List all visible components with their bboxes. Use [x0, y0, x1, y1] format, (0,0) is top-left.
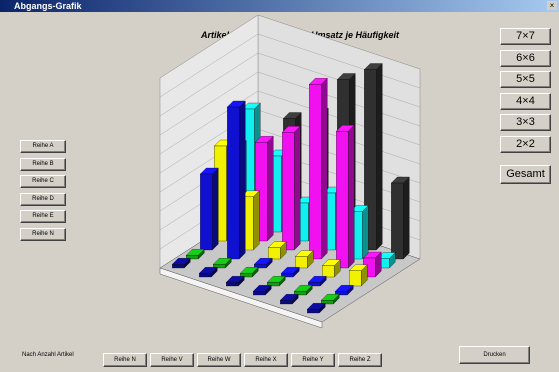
bar: [213, 264, 226, 269]
bar: [295, 256, 308, 269]
size-button[interactable]: 5×5: [500, 71, 551, 88]
footnote: Nach Anzahl Artikel: [22, 352, 74, 358]
bar: [253, 291, 266, 296]
bar: [307, 309, 320, 314]
total-button[interactable]: Gesamt: [500, 165, 551, 184]
size-button[interactable]: 6×6: [500, 49, 551, 67]
bar: [335, 291, 348, 296]
bar-side: [267, 135, 274, 242]
bar: [267, 282, 280, 287]
bar-side: [253, 190, 260, 251]
bar: [308, 282, 321, 287]
column-button[interactable]: Reihe X: [244, 353, 288, 367]
size-button[interactable]: 2×2: [500, 135, 551, 153]
size-button[interactable]: 4×4: [500, 92, 551, 110]
bar: [294, 291, 307, 296]
bar: [280, 300, 293, 305]
bar-side: [294, 125, 301, 251]
row-button[interactable]: Reihe C: [20, 175, 66, 188]
bar: [336, 131, 349, 269]
size-button[interactable]: 7×7: [500, 28, 551, 45]
row-button[interactable]: Reihe E: [20, 210, 66, 223]
bar: [199, 273, 212, 278]
bar-side: [403, 176, 410, 260]
bar: [391, 182, 404, 260]
bar: [186, 255, 199, 260]
bar: [364, 69, 377, 251]
bar-side: [348, 124, 355, 269]
bar: [200, 173, 213, 251]
print-button[interactable]: Drucken: [459, 346, 530, 364]
bar-side: [376, 63, 383, 251]
column-button[interactable]: Reihe V: [150, 353, 194, 367]
bar: [226, 282, 239, 287]
column-button[interactable]: Reihe Z: [338, 353, 382, 367]
row-button[interactable]: Reihe N: [20, 227, 66, 241]
row-button[interactable]: Reihe A: [20, 140, 66, 153]
bar-side: [321, 77, 328, 260]
bar: [172, 264, 185, 269]
bar: [281, 273, 294, 278]
column-button[interactable]: Reihe N: [103, 353, 147, 367]
title-bar: Abgangs-Grafik: [0, 0, 559, 12]
bar: [321, 300, 334, 305]
row-button[interactable]: Reihe B: [20, 157, 66, 171]
bar: [322, 265, 335, 278]
size-button[interactable]: 3×3: [500, 114, 551, 131]
bar: [227, 106, 240, 260]
bar: [268, 247, 281, 260]
bar: [309, 84, 322, 260]
bar: [282, 132, 295, 251]
column-button[interactable]: Reihe Y: [291, 353, 335, 367]
bar-side: [362, 205, 369, 260]
bar: [254, 264, 267, 269]
close-button[interactable]: ×: [547, 1, 557, 10]
bar-side: [239, 100, 246, 260]
bar: [349, 270, 362, 287]
column-button[interactable]: Reihe W: [197, 353, 241, 367]
bar: [240, 273, 253, 278]
floor-edge: [159, 267, 323, 329]
row-button[interactable]: Reihe D: [20, 192, 66, 206]
bar-side: [212, 167, 219, 251]
